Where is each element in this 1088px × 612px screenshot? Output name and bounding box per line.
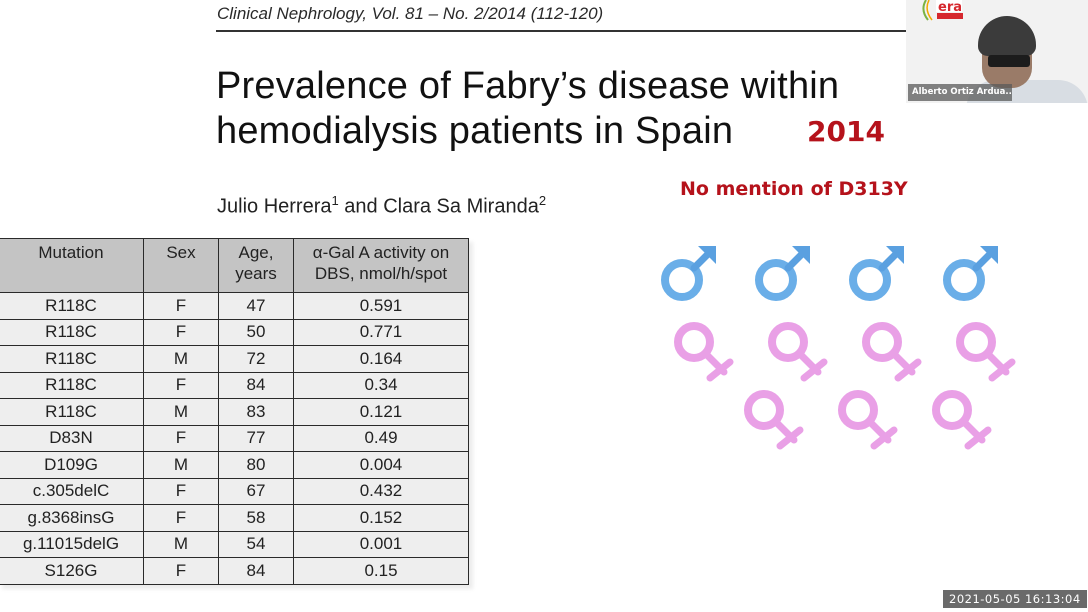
journal-citation: Clinical Nephrology, Vol. 81 – No. 2/201…: [217, 4, 604, 23]
mutation-table: Mutation Sex Age, years α-Gal A activity …: [0, 238, 469, 585]
female-symbol-icon: [866, 326, 918, 378]
table-row: g.11015delG M 54 0.001: [0, 530, 469, 558]
cell-sex: M: [143, 398, 219, 426]
cell-age: 67: [218, 477, 294, 505]
cell-sex: F: [143, 371, 219, 399]
cell-age: 50: [218, 318, 294, 346]
cell-age: 83: [218, 398, 294, 426]
table-row: R118C F 50 0.771: [0, 318, 469, 346]
cell-age: 54: [218, 530, 294, 558]
cell-activity: 0.164: [293, 345, 469, 373]
cell-sex: M: [143, 530, 219, 558]
author-2-affiliation: 2: [538, 193, 547, 208]
cell-mutation: R118C: [0, 292, 144, 320]
cell-mutation: R118C: [0, 318, 144, 346]
era-edta-logo-icon: era: [922, 0, 963, 21]
male-symbol-icon: [853, 246, 904, 297]
table-row: R118C M 72 0.164: [0, 345, 469, 373]
table-header-row: Mutation Sex Age, years α-Gal A activity …: [0, 238, 469, 293]
female-symbol-icon: [842, 394, 894, 446]
svg-text:era: era: [938, 0, 962, 15]
slide-title-line-1: Prevalence of Fabry’s disease within: [216, 65, 840, 107]
cell-sex: M: [143, 345, 219, 373]
cell-activity: 0.49: [293, 424, 469, 452]
table-row: R118C M 83 0.121: [0, 398, 469, 426]
table-row: S126G F 84 0.15: [0, 557, 469, 585]
cell-mutation: D83N: [0, 424, 144, 452]
cell-sex: F: [143, 292, 219, 320]
participant-hair: [978, 16, 1036, 56]
header-mutation: Mutation: [0, 238, 144, 293]
cell-mutation: g.11015delG: [0, 530, 144, 558]
male-symbol-icon: [665, 246, 716, 297]
cell-activity: 0.432: [293, 477, 469, 505]
authors-conjunction: and: [338, 195, 384, 218]
table-row: R118C F 47 0.591: [0, 292, 469, 320]
table-row: D109G M 80 0.004: [0, 451, 469, 479]
cell-mutation: S126G: [0, 557, 144, 585]
cell-activity: 0.15: [293, 557, 469, 585]
gender-symbols-graphic: [640, 230, 1040, 470]
table-row: c.305delC F 67 0.432: [0, 477, 469, 505]
year-label: 2014: [807, 115, 885, 148]
author-1-affiliation: 1: [331, 193, 339, 208]
female-symbol-icon: [678, 326, 730, 378]
cell-activity: 0.001: [293, 530, 469, 558]
header-activity: α-Gal A activity on DBS, nmol/h/spot: [293, 238, 469, 293]
journal-divider: [216, 30, 910, 32]
header-activity-line-1: α-Gal A activity on: [312, 243, 450, 262]
header-age-line-2: years: [235, 264, 277, 283]
author-1: Julio Herrera: [217, 195, 332, 218]
cell-age: 47: [218, 292, 294, 320]
cell-mutation: g.8368insG: [0, 504, 144, 532]
participant-glasses: [988, 55, 1030, 67]
header-sex: Sex: [143, 238, 219, 293]
recording-timestamp: 2021-05-05 16:13:04: [943, 590, 1087, 608]
table-row: R118C F 84 0.34: [0, 371, 469, 399]
slide-title: Prevalence of Fabry’s disease within hem…: [216, 64, 839, 154]
cell-activity: 0.771: [293, 318, 469, 346]
cell-age: 84: [218, 371, 294, 399]
cell-mutation: R118C: [0, 345, 144, 373]
cell-sex: F: [143, 424, 219, 452]
header-age-line-1: Age,: [238, 243, 274, 262]
table-row: D83N F 77 0.49: [0, 424, 469, 452]
cell-activity: 0.121: [293, 398, 469, 426]
female-symbol-icon: [960, 326, 1012, 378]
cell-age: 58: [218, 504, 294, 532]
cell-age: 84: [218, 557, 294, 585]
participant-name-label: Alberto Ortiz Ardua...: [908, 84, 1012, 101]
male-symbol-icon: [759, 246, 810, 297]
authors: Julio Herrera1 and Clara Sa Miranda2: [217, 193, 546, 219]
video-participant-tile[interactable]: era Alberto Ortiz Ardua...: [906, 0, 1088, 103]
cell-mutation: c.305delC: [0, 477, 144, 505]
cell-sex: M: [143, 451, 219, 479]
cell-age: 77: [218, 424, 294, 452]
cell-age: 72: [218, 345, 294, 373]
cell-age: 80: [218, 451, 294, 479]
cell-sex: F: [143, 557, 219, 585]
cell-mutation: R118C: [0, 398, 144, 426]
cell-activity: 0.591: [293, 292, 469, 320]
cell-sex: F: [143, 504, 219, 532]
female-symbol-icon: [936, 394, 988, 446]
female-symbol-icon: [748, 394, 800, 446]
cell-mutation: R118C: [0, 371, 144, 399]
cell-activity: 0.004: [293, 451, 469, 479]
slide-title-line-2: hemodialysis patients in Spain: [216, 110, 734, 152]
header-activity-line-2: DBS, nmol/h/spot: [314, 264, 448, 283]
cell-activity: 0.34: [293, 371, 469, 399]
header-age: Age, years: [218, 238, 294, 293]
cell-mutation: D109G: [0, 451, 144, 479]
cell-sex: F: [143, 318, 219, 346]
male-symbol-icon: [947, 246, 998, 297]
annotation-note: No mention of D313Y: [680, 178, 908, 200]
cell-activity: 0.152: [293, 504, 469, 532]
table-row: g.8368insG F 58 0.152: [0, 504, 469, 532]
female-symbol-icon: [772, 326, 824, 378]
author-2: Clara Sa Miranda: [383, 195, 539, 218]
cell-sex: F: [143, 477, 219, 505]
